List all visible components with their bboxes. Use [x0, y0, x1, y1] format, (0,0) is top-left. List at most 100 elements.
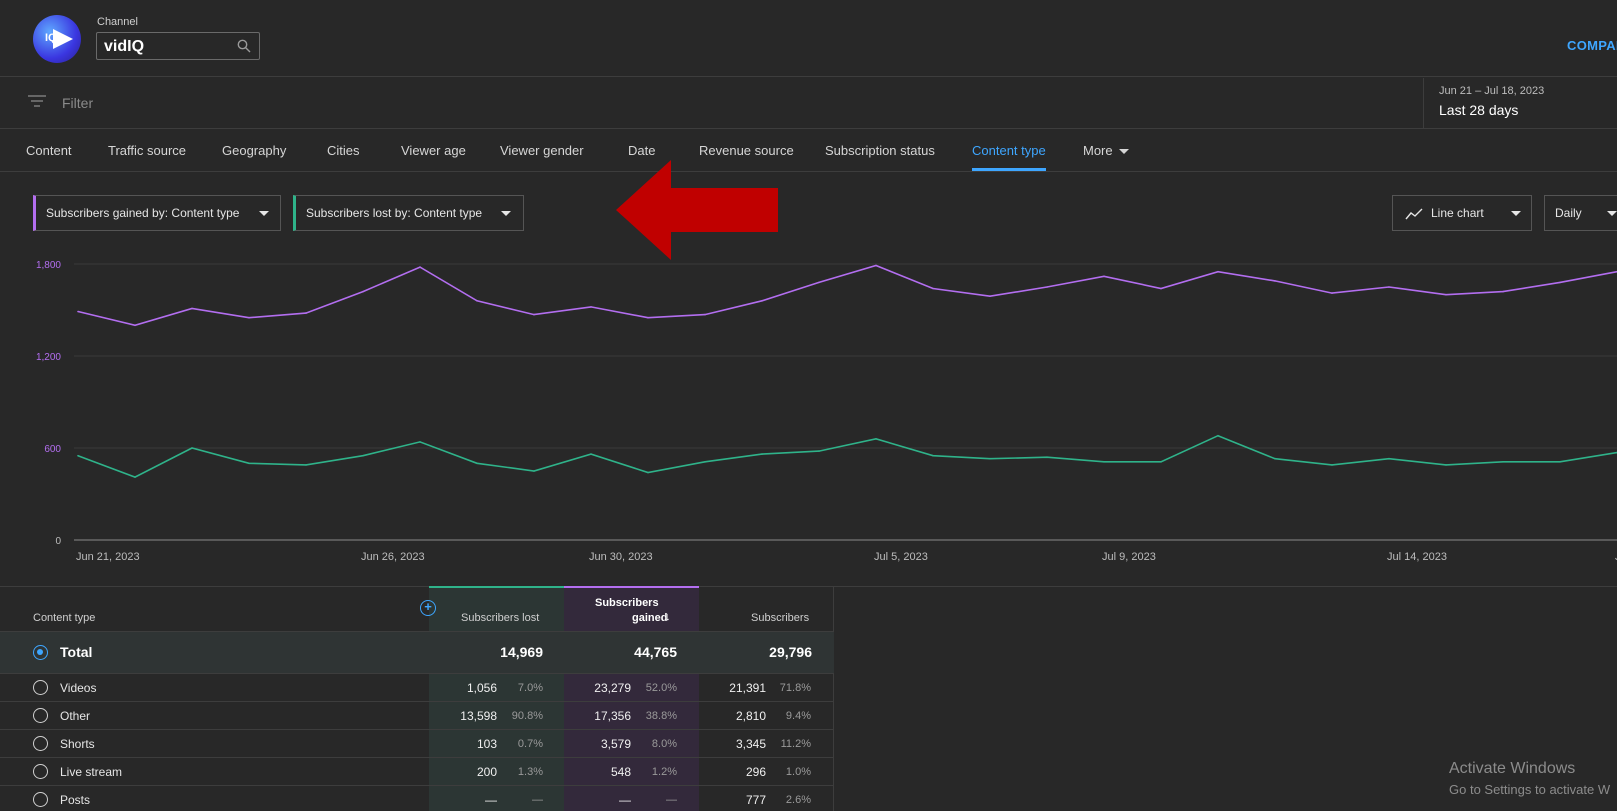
data-point	[1331, 292, 1333, 294]
data-point	[875, 438, 877, 440]
metric-gained-dropdown[interactable]: Subscribers gained by: Content type	[33, 195, 281, 231]
tab-geography[interactable]: Geography	[222, 143, 287, 158]
data-point	[989, 295, 991, 297]
filter-input[interactable]: Filter	[62, 95, 94, 111]
tab-date[interactable]: Date	[628, 143, 656, 158]
tab-cities[interactable]: Cities	[327, 143, 360, 158]
data-point	[1274, 457, 1276, 460]
tab-more-label: More	[1083, 143, 1113, 158]
date-range[interactable]: Jun 21 – Jul 18, 2023	[1439, 85, 1545, 97]
radio-posts[interactable]	[33, 792, 48, 807]
data-point	[1559, 281, 1561, 284]
cell-gained: 17,356	[594, 709, 631, 723]
x-tick-label: Jul 14, 2023	[1387, 551, 1447, 563]
row-name-total: Total	[60, 644, 93, 660]
tab-viewer-age[interactable]: Viewer age	[401, 143, 466, 158]
data-point	[77, 454, 79, 457]
total-gained: 44,765	[634, 644, 677, 660]
cell-subs: 777	[745, 793, 766, 807]
cell-gained-pct: 52.0%	[645, 682, 677, 694]
chart-type-dropdown[interactable]: Line chart	[1392, 195, 1532, 231]
data-point	[191, 307, 193, 310]
date-period[interactable]: Last 28 days	[1439, 102, 1519, 118]
header-content-type[interactable]: Content type	[33, 612, 96, 624]
metric-lost-label: Subscribers lost by: Content type	[306, 206, 483, 220]
column-highlight-lost	[429, 586, 564, 811]
tab-traffic-source[interactable]: Traffic source	[108, 143, 187, 158]
header-subscribers-gained-line2[interactable]: gained	[632, 612, 668, 624]
cell-lost-pct: 0.7%	[517, 738, 543, 750]
radio-total[interactable]	[33, 645, 48, 660]
cell-subs-pct: 11.2%	[780, 738, 811, 750]
line-chart-icon	[1405, 208, 1423, 220]
interval-dropdown[interactable]: Daily	[1544, 195, 1617, 231]
cell-gained: —	[619, 793, 631, 807]
divider	[0, 729, 834, 730]
sort-arrow-icon[interactable]: ↓	[665, 611, 671, 623]
data-point	[1502, 461, 1504, 463]
radio-other[interactable]	[33, 708, 48, 723]
data-point	[1160, 287, 1162, 290]
divider	[0, 586, 1617, 587]
radio-videos[interactable]	[33, 680, 48, 695]
data-point	[305, 312, 307, 314]
data-point	[1046, 456, 1048, 458]
cell-lost: 103	[476, 737, 497, 751]
data-point	[533, 313, 535, 316]
cell-subs-pct: 1.0%	[785, 766, 811, 778]
data-point	[1217, 434, 1219, 437]
tab-content-type[interactable]: Content type	[972, 143, 1046, 158]
cell-gained-pct: 1.2%	[651, 766, 677, 778]
cell-lost: 13,598	[460, 709, 497, 723]
cell-subs-pct: 9.4%	[785, 710, 811, 722]
data-point	[1388, 286, 1390, 288]
tab-subscription-status[interactable]: Subscription status	[825, 143, 935, 158]
cell-lost: 1,056	[466, 681, 497, 695]
header-subscribers-gained[interactable]: Subscribers	[595, 597, 659, 609]
search-icon[interactable]	[237, 39, 251, 53]
gained-color-bar	[564, 586, 699, 588]
cell-subs-pct: 2.6%	[785, 794, 811, 806]
cell-lost-pct: 90.8%	[511, 710, 543, 722]
cell-gained: 3,579	[600, 737, 631, 751]
divider	[1423, 78, 1424, 128]
row-name-other: Other	[60, 709, 91, 723]
cell-lost-pct: 7.0%	[517, 682, 543, 694]
radio-shorts[interactable]	[33, 736, 48, 751]
filter-icon[interactable]	[28, 94, 46, 108]
metric-lost-dropdown[interactable]: Subscribers lost by: Content type	[293, 195, 524, 231]
tab-viewer-gender[interactable]: Viewer gender	[500, 143, 584, 158]
channel-name[interactable]: vidIQ	[104, 38, 145, 55]
y-tick-label: 1,800	[36, 260, 61, 271]
data-point	[875, 264, 877, 267]
cell-subs: 296	[745, 765, 766, 779]
data-point	[419, 266, 421, 268]
cell-gained-pct: 38.8%	[645, 710, 677, 722]
data-point	[248, 316, 250, 319]
caret-down-icon	[1511, 211, 1521, 216]
cell-lost-pct: 1.3%	[517, 766, 543, 778]
compare-button[interactable]: COMPAR	[1567, 38, 1617, 53]
red-arrow-annotation	[616, 160, 778, 260]
cell-lost: —	[485, 793, 497, 807]
tab-revenue-source[interactable]: Revenue source	[699, 143, 794, 158]
x-tick-label: Jun 30, 2023	[589, 551, 653, 563]
data-point	[1046, 286, 1048, 288]
tab-content[interactable]: Content	[26, 143, 72, 158]
header-subscribers[interactable]: Subscribers	[751, 612, 810, 624]
data-point	[818, 281, 820, 284]
header-subscribers-lost[interactable]: Subscribers lost	[461, 612, 540, 624]
row-name-live-stream: Live stream	[60, 765, 123, 779]
divider	[0, 757, 834, 758]
data-point	[362, 454, 364, 457]
tab-more[interactable]: More	[1083, 143, 1129, 158]
activate-windows-watermark: Activate Windows	[1449, 760, 1576, 777]
data-point	[989, 457, 991, 460]
radio-live-stream[interactable]	[33, 764, 48, 779]
data-point	[590, 306, 592, 308]
cell-lost: 200	[476, 765, 497, 779]
data-point	[647, 471, 649, 474]
channel-search-input[interactable]	[96, 32, 260, 60]
data-point	[476, 300, 478, 302]
add-column-icon[interactable]: +	[420, 600, 436, 616]
